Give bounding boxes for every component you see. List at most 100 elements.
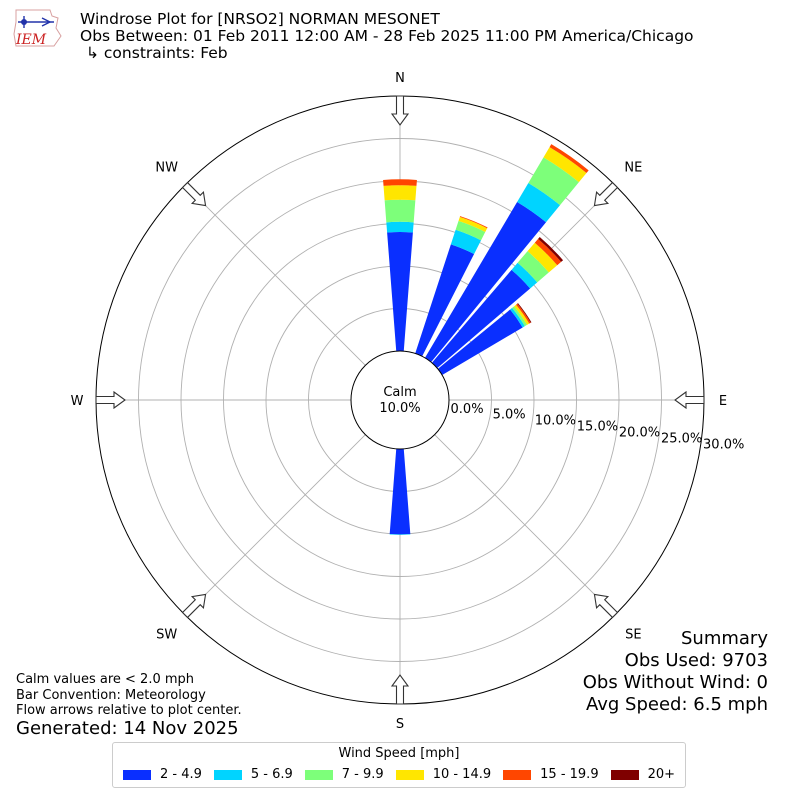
windrose-bar-segment bbox=[415, 244, 475, 357]
legend-item: 15 - 19.9 bbox=[503, 767, 599, 782]
radial-tick-label: 10.0% bbox=[535, 414, 576, 429]
legend-label: 5 - 6.9 bbox=[250, 767, 293, 782]
flow-arrow-shape bbox=[390, 95, 410, 126]
windrose-bar-segment bbox=[389, 534, 411, 535]
windrose-bar-segment bbox=[384, 199, 416, 223]
radial-tick-label: 30.0% bbox=[703, 437, 744, 452]
legend-item: 20+ bbox=[610, 767, 676, 782]
windrose-bar-segment bbox=[549, 144, 589, 173]
legend-item: 5 - 6.9 bbox=[213, 767, 293, 782]
windrose-bar-segment bbox=[511, 262, 538, 289]
legend-swatch bbox=[503, 769, 532, 780]
windrose-bar-segment bbox=[517, 182, 561, 223]
windrose-bar-segment bbox=[458, 216, 488, 232]
direction-label-ne: NE bbox=[624, 161, 642, 176]
flow-arrow-icon bbox=[95, 390, 126, 410]
flow-arrow-icon bbox=[593, 593, 619, 619]
summary-panel: Summary Obs Used: 9703 Obs Without Wind:… bbox=[583, 628, 768, 716]
legend-label: 15 - 19.9 bbox=[540, 767, 599, 782]
chart-title: Windrose Plot for [NRSO2] NORMAN MESONET bbox=[80, 10, 440, 28]
legend-item: 2 - 4.9 bbox=[122, 767, 202, 782]
legend-swatch bbox=[122, 769, 151, 780]
windrose-bar-segment bbox=[455, 220, 486, 241]
flow-arrow-icon bbox=[390, 674, 410, 705]
legend: Wind Speed [mph] 2 - 4.9 5 - 6.9 7 - 9.9 10… bbox=[112, 742, 686, 788]
windrose-bar-segment bbox=[383, 179, 417, 186]
windrose-bar-segment bbox=[528, 157, 579, 206]
flow-arrow-shape bbox=[593, 593, 619, 619]
direction-label-n: N bbox=[395, 71, 405, 86]
flow-arrow-icon bbox=[181, 181, 207, 207]
flow-arrows-note: Flow arrows relative to plot center. bbox=[16, 703, 242, 718]
grid-spoke bbox=[184, 434, 366, 616]
iem-logo: IEM bbox=[13, 9, 62, 48]
grid-spoke bbox=[184, 184, 366, 366]
flow-arrow-icon bbox=[390, 95, 410, 126]
windrose-bar-segment bbox=[514, 304, 530, 325]
radial-tick-label: 5.0% bbox=[493, 408, 526, 423]
windrose-bar-segment bbox=[424, 201, 547, 363]
windrose-bar-segment bbox=[517, 251, 549, 283]
direction-label-e: E bbox=[719, 394, 727, 409]
chart-subtitle: Obs Between: 01 Feb 2011 12:00 AM - 28 F… bbox=[80, 27, 694, 45]
windrose-bar-segment bbox=[517, 303, 532, 323]
windrose-bar-segment bbox=[543, 147, 587, 183]
calm-label: Calm bbox=[383, 385, 416, 400]
flow-arrow-shape bbox=[181, 593, 207, 619]
summary-title: Summary bbox=[681, 628, 768, 649]
radial-tick-label: 0.0% bbox=[451, 402, 484, 417]
flow-arrow-shape bbox=[181, 181, 207, 207]
direction-label-s: S bbox=[396, 717, 404, 732]
generated-date: Generated: 14 Nov 2025 bbox=[16, 718, 239, 739]
bar-convention-note: Bar Convention: Meteorology bbox=[16, 687, 206, 703]
title-block: Windrose Plot for [NRSO2] NORMAN MESONET… bbox=[80, 11, 694, 62]
legend-label: 20+ bbox=[647, 767, 676, 782]
legend-swatch bbox=[395, 769, 424, 780]
flow-arrow-shape bbox=[593, 181, 619, 207]
direction-label-se: SE bbox=[625, 627, 641, 642]
direction-label-nw: NW bbox=[155, 161, 178, 176]
flow-arrow-icon bbox=[181, 593, 207, 619]
windrose-bar-segment bbox=[510, 307, 525, 328]
grid-spoke bbox=[434, 434, 616, 616]
radial-tick-label: 25.0% bbox=[661, 431, 702, 446]
calm-circle bbox=[350, 350, 450, 450]
legend-label: 7 - 9.9 bbox=[341, 767, 384, 782]
legend-swatch bbox=[304, 769, 333, 780]
windrose-bar-segment bbox=[512, 306, 528, 327]
flow-arrow-shape bbox=[674, 390, 705, 410]
windrose-bar-segment bbox=[516, 303, 531, 324]
flow-arrow-icon bbox=[593, 181, 619, 207]
windrose-bar-segment bbox=[527, 242, 558, 273]
legend-items: 2 - 4.9 5 - 6.9 7 - 9.9 10 - 14.9 15 - 19.9 2… bbox=[113, 767, 685, 782]
chart-constraints: ↳ constraints: Feb bbox=[86, 44, 228, 62]
legend-label: 10 - 14.9 bbox=[432, 767, 492, 782]
windrose-bar-segment bbox=[383, 185, 417, 201]
svg-text:IEM: IEM bbox=[15, 32, 47, 48]
windrose-bar-segment bbox=[534, 238, 562, 266]
radial-tick-label: 20.0% bbox=[619, 425, 660, 440]
windrose-bar-segment bbox=[389, 448, 411, 535]
windrose-bar-segment bbox=[450, 229, 482, 254]
legend-swatch bbox=[610, 769, 639, 780]
windrose-bar-segment bbox=[538, 236, 564, 262]
calm-value: 10.0% bbox=[379, 401, 420, 416]
summary-obs-used: Obs Used: 9703 bbox=[624, 650, 768, 671]
windrose-bar-segment bbox=[386, 221, 414, 233]
windrose-bar-segment bbox=[437, 309, 523, 376]
flow-arrow-shape bbox=[390, 674, 410, 705]
legend-swatch bbox=[213, 769, 242, 780]
direction-label-w: W bbox=[71, 394, 84, 409]
windrose-bar-segment bbox=[459, 216, 488, 229]
summary-obs-without-wind: Obs Without Wind: 0 bbox=[582, 672, 768, 693]
notes-panel: Calm values are < 2.0 mph Bar Convention… bbox=[16, 672, 242, 719]
flow-arrow-shape bbox=[95, 390, 126, 410]
calm-note: Calm values are < 2.0 mph bbox=[16, 672, 195, 687]
windrose-bar-segment bbox=[431, 269, 531, 369]
radial-tick-label: 15.0% bbox=[577, 420, 618, 435]
summary-avg-speed: Avg Speed: 6.5 mph bbox=[586, 694, 768, 715]
flow-arrow-icon bbox=[674, 390, 705, 410]
legend-item: 7 - 9.9 bbox=[304, 767, 384, 782]
legend-item: 10 - 14.9 bbox=[395, 767, 492, 782]
